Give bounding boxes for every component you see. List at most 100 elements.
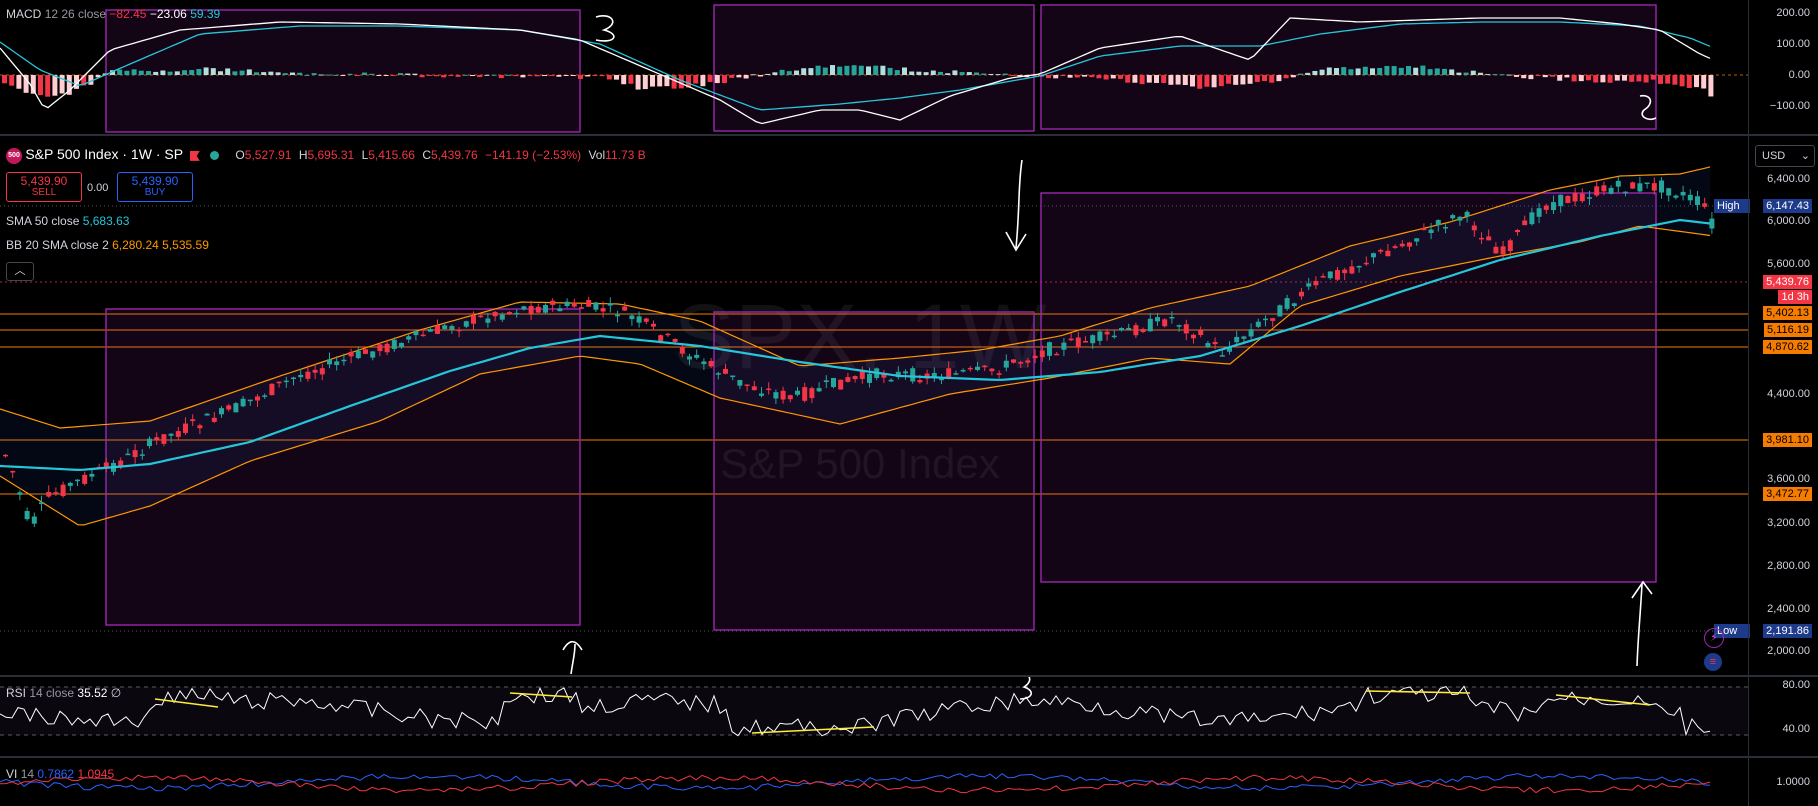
macd-histogram-bar xyxy=(1636,75,1642,82)
macd-histogram-bar xyxy=(974,72,979,75)
candle-body xyxy=(1133,325,1139,336)
macd-histogram-bar xyxy=(887,67,893,75)
macd-histogram-bar xyxy=(59,75,65,94)
candle-body xyxy=(931,372,937,377)
level-label: 3,981.10 xyxy=(1763,433,1812,447)
candle-body xyxy=(1025,360,1031,363)
candle-body xyxy=(831,377,836,388)
macd-line-value: −23.06 xyxy=(149,7,187,21)
macd-histogram-bar xyxy=(1067,75,1073,78)
lightning-icon[interactable]: ⚡ xyxy=(1704,628,1724,648)
currency-select[interactable]: USD ⌄ xyxy=(1755,145,1815,167)
candle-body xyxy=(715,373,721,375)
candle-body xyxy=(183,423,188,433)
candle-body xyxy=(319,368,325,375)
down-arrow-drawing xyxy=(1005,159,1027,252)
candle-body xyxy=(1205,343,1211,348)
candle-body xyxy=(679,346,685,354)
pane-separator[interactable] xyxy=(0,675,1818,677)
symbol-title[interactable]: S&P 500 Index · 1W · SP xyxy=(25,146,184,162)
rsi-pane[interactable]: RSI 14 close 35.52 ∅ xyxy=(0,677,1748,756)
macd-histogram-bar xyxy=(930,70,936,75)
macd-histogram-bar xyxy=(1182,75,1188,85)
candle-body xyxy=(615,314,620,317)
candle-body xyxy=(1299,291,1304,297)
candle-body xyxy=(1234,336,1240,343)
macd-histogram-bar xyxy=(95,75,101,78)
level-label: 4,870.62 xyxy=(1763,340,1812,354)
macd-histogram-bar xyxy=(455,75,461,77)
price-pane[interactable]: SPX, 1W S&P 500 Index 500 S&P 500 Index … xyxy=(0,136,1748,675)
candle-body xyxy=(888,379,894,382)
collapse-legend-button[interactable]: ︿ xyxy=(6,262,34,281)
candle-body xyxy=(910,368,916,382)
vi-axis[interactable]: 1.0000 xyxy=(1748,758,1818,806)
macd-pane[interactable]: MACD 12 26 close −82.45 −23.06 59.39 xyxy=(0,0,1748,134)
macd-histogram-bar xyxy=(1125,75,1131,83)
buy-button[interactable]: 5,439.90 BUY xyxy=(117,172,193,202)
squiggle-drawing xyxy=(1019,677,1032,700)
macd-histogram-bar xyxy=(390,75,396,76)
macd-histogram-bar xyxy=(556,75,562,77)
vi-name: VI xyxy=(6,767,18,781)
candle-body xyxy=(1630,182,1636,189)
sp500-logo: 500 xyxy=(6,147,22,164)
candle-body xyxy=(53,492,59,495)
macd-histogram-bar xyxy=(30,75,36,94)
macd-histogram-bar xyxy=(1708,75,1714,97)
macd-axis[interactable]: 200.00 100.00 0.00 −100.00 xyxy=(1748,0,1818,134)
macd-histogram-bar xyxy=(1298,73,1303,75)
candle-body xyxy=(1709,218,1715,229)
candle-body xyxy=(1327,271,1333,279)
candle-body xyxy=(1147,318,1153,332)
macd-histogram-bar xyxy=(743,75,749,79)
macd-histogram-bar xyxy=(1521,75,1527,79)
rsi-axis[interactable]: 80.00 40.00 xyxy=(1748,677,1818,756)
candle-body xyxy=(276,381,282,384)
chevron-up-icon: ︿ xyxy=(14,265,26,277)
macd-histogram-bar xyxy=(326,74,331,76)
volume-value: 11.73 B xyxy=(605,148,646,162)
macd-histogram-bar xyxy=(498,75,504,79)
us-flag-icon[interactable]: ≡ xyxy=(1704,653,1722,671)
candle-body xyxy=(334,361,340,366)
vi-plus-value: 0.7862 xyxy=(37,767,75,781)
sell-button[interactable]: 5,439.90 SELL xyxy=(6,172,82,202)
vi-pane[interactable]: VI 14 0.7862 1.0945 xyxy=(0,758,1748,806)
market-status-icon[interactable] xyxy=(209,151,219,161)
sma-legend[interactable]: SMA 50 close 5,683.63 xyxy=(6,214,129,228)
price-tick: 2,400.00 xyxy=(1767,603,1810,615)
macd-histogram-bar xyxy=(282,73,288,75)
macd-histogram-bar xyxy=(441,75,447,78)
macd-histogram-bar xyxy=(153,71,159,75)
price-tick: 6,000.00 xyxy=(1767,215,1810,227)
macd-histogram-bar xyxy=(232,71,238,75)
price-axis[interactable]: USD ⌄ 6,400.00 6,000.00 5,600.00 4,400.0… xyxy=(1714,136,1818,675)
candle-body xyxy=(471,315,476,324)
highlight-box xyxy=(105,9,581,133)
candle-body xyxy=(1651,183,1657,191)
macd-histogram-bar xyxy=(1658,75,1663,84)
candle-body xyxy=(859,371,865,379)
macd-histogram-bar xyxy=(196,68,202,75)
macd-line xyxy=(0,17,1711,125)
pane-separator[interactable] xyxy=(0,756,1818,758)
candle-body xyxy=(1255,321,1261,327)
candle-body xyxy=(766,388,772,391)
macd-histogram-bar xyxy=(628,75,634,84)
macd-histogram-bar xyxy=(1499,74,1505,76)
candle-body xyxy=(435,325,440,334)
candle-body xyxy=(1615,180,1621,187)
candle-body xyxy=(67,482,73,486)
candle-body xyxy=(1155,317,1160,322)
flag-icon[interactable] xyxy=(189,150,200,161)
bb-legend[interactable]: BB 20 SMA close 2 6,280.24 5,535.59 xyxy=(6,238,209,252)
macd-histogram-bar xyxy=(1398,67,1404,75)
macd-histogram-bar xyxy=(1391,66,1397,75)
macd-histogram-bar xyxy=(218,71,223,75)
candle-body xyxy=(1270,318,1276,321)
sma-name: SMA xyxy=(6,214,32,228)
macd-histogram-bar xyxy=(650,75,655,87)
pane-separator[interactable] xyxy=(0,134,1818,136)
candle-body xyxy=(1306,283,1312,287)
